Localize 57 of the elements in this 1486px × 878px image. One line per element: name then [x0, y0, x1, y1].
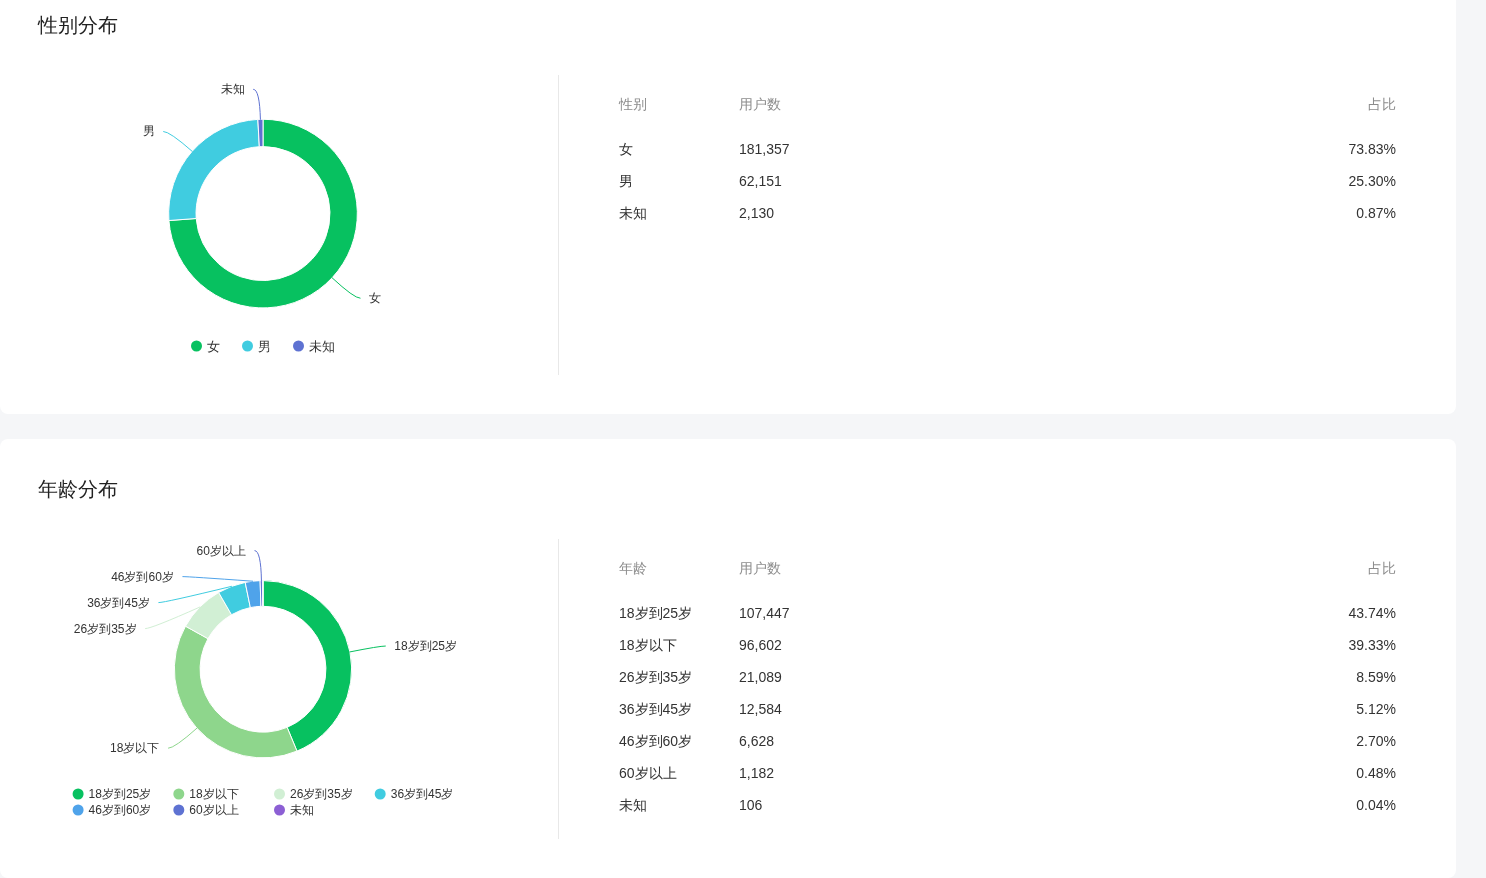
share-label: 73.83% [1348, 141, 1396, 157]
count-label: 107,447 [739, 605, 790, 621]
legend-label: 60岁以上 [189, 803, 239, 817]
share-label: 5.12% [1356, 701, 1396, 717]
title: 年龄分布 [38, 478, 118, 500]
legend-label: 未知 [290, 803, 314, 817]
legend-label: 18岁以下 [189, 787, 239, 801]
share-label: 39.33% [1348, 637, 1396, 653]
count-label: 106 [739, 797, 763, 813]
legend-label: 18岁到25岁 [88, 787, 152, 801]
slice-label: 36岁到45岁 [87, 595, 150, 610]
legend-label: 46岁到60岁 [88, 803, 152, 817]
table-header: 占比 [1368, 560, 1396, 576]
table-category: 46岁到60岁 [619, 733, 693, 749]
legend-label: 男 [258, 338, 271, 354]
legend-label: 36岁到45岁 [390, 787, 454, 801]
table-category: 女 [619, 141, 633, 157]
table-category: 18岁以下 [619, 637, 677, 653]
share-label: 2.70% [1356, 733, 1396, 749]
table-header: 用户数 [739, 96, 781, 112]
table-category: 男 [619, 173, 633, 189]
share-label: 0.04% [1356, 797, 1396, 813]
share-label: 43.74% [1348, 605, 1396, 621]
slice-label: 46岁到60岁 [111, 569, 174, 584]
count-label: 12,584 [739, 701, 782, 717]
slice-label: 60岁以上 [196, 543, 246, 558]
table-header: 用户数 [739, 560, 781, 576]
slice-label: 未知 [220, 82, 245, 97]
count-label: 62,151 [739, 173, 782, 189]
count-label: 1,182 [739, 765, 775, 781]
legend-label: 26岁到35岁 [290, 787, 353, 801]
table-header: 年龄 [619, 560, 647, 576]
count-label: 21,089 [739, 669, 782, 685]
legend-label: 女 [207, 338, 220, 354]
share-label: 8.59% [1356, 669, 1396, 685]
share-label: 0.87% [1356, 205, 1396, 221]
table-category: 36岁到45岁 [619, 701, 693, 717]
slice-label: 18岁到25岁 [394, 639, 458, 654]
slice-label: 18岁以下 [110, 741, 160, 756]
table-header: 性别 [619, 96, 647, 112]
table-category: 18岁到25岁 [619, 605, 693, 621]
table-category: 60岁以上 [619, 765, 677, 781]
table-category: 未知 [619, 205, 647, 221]
count-label: 6,628 [739, 733, 775, 749]
count-label: 181,357 [739, 141, 790, 157]
title: 性别分布 [38, 14, 118, 36]
slice-label: 26岁到35岁 [73, 621, 137, 636]
count-label: 96,602 [739, 637, 782, 653]
share-label: 0.48% [1356, 765, 1396, 781]
legend-label: 未知 [309, 338, 335, 354]
share-label: 25.30% [1348, 173, 1396, 189]
slice-label: 女 [369, 291, 382, 306]
count-label: 2,130 [739, 205, 775, 221]
table-category: 未知 [619, 797, 647, 813]
slice-label: 男 [142, 124, 155, 139]
table-category: 26岁到35岁 [619, 669, 693, 685]
table-header: 占比 [1368, 96, 1396, 112]
